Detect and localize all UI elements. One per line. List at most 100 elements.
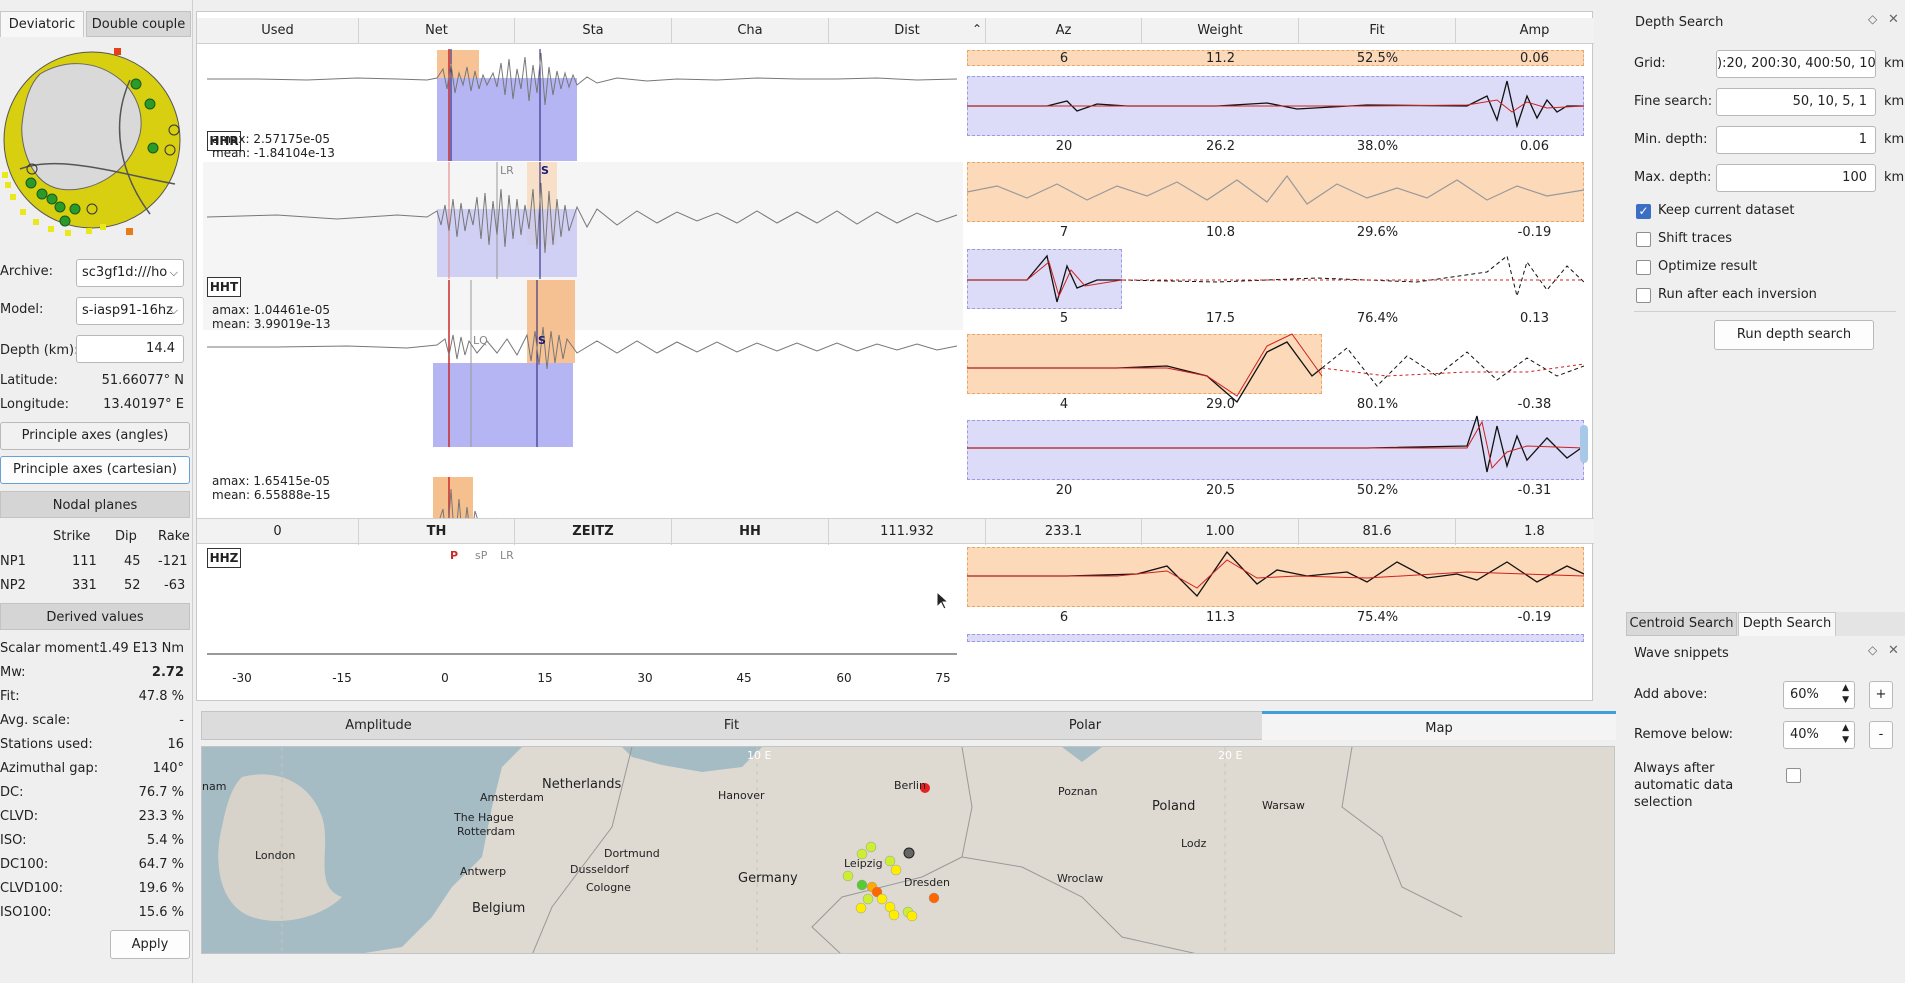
principle-axes-cartesian-button[interactable]: Principle axes (cartesian) [0,456,190,484]
station-weight: 1.00 [1142,519,1299,545]
always-after-checkbox[interactable] [1786,768,1801,783]
map-country: Belgium [472,901,526,916]
add-above-button[interactable]: + [1869,681,1893,709]
fit-window [967,249,1122,309]
map-city: Hanover [718,789,765,802]
dock-tab-bar: Centroid Search Depth Search [1626,612,1905,636]
float-icon[interactable]: ◇ [1868,12,1878,26]
station-fit: 81.6 [1299,519,1456,545]
map-country: Netherlands [542,777,622,792]
col-dist[interactable]: Dist [829,18,986,44]
station-sta: ZEITZ [515,519,672,545]
station-net: TH [359,519,515,545]
derived-value: 2.72 [151,665,184,680]
mean-label: mean: -1.84104e-13 [212,146,335,160]
wave-snippets-title: Wave snippets [1634,646,1729,661]
traces-panel: Used Net Sta Cha Dist ⌃ Az Weight Fit Am… [196,11,1594,701]
run-after-inversion-checkbox[interactable] [1636,288,1651,303]
col-used[interactable]: Used [197,18,359,44]
tab-map[interactable]: Map [1262,711,1616,740]
add-above-value: 60% [1790,687,1819,702]
stat-weight: 11.2 [1206,51,1235,66]
np2-strike: 331 [72,578,97,593]
tab-fit[interactable]: Fit [723,718,740,733]
derived-key: Mw: [0,665,26,680]
col-amp[interactable]: Amp [1519,23,1550,38]
grid-input[interactable]: ):20, 200:30, 400:50, 100 [1716,50,1876,78]
depth-input[interactable]: 14.4 [76,335,184,363]
map-country: Germany [738,871,798,886]
archive-value: sc3gf1d:///ho [82,265,168,280]
max-depth-input[interactable]: 100 [1716,164,1876,192]
apply-button[interactable]: Apply [110,930,190,959]
remove-below-value: 40% [1790,727,1819,742]
stat-amp: 0.06 [1520,51,1549,66]
time-axis [207,653,957,655]
spin-arrows-icon[interactable]: ▲ ▼ [1842,723,1849,745]
derived-value: 5.4 % [146,833,184,848]
map-country: Poland [1152,799,1196,814]
derived-key: CLVD100: [0,881,63,896]
tab-double-couple[interactable]: Double couple [86,11,191,37]
shift-traces-checkbox[interactable] [1636,232,1651,247]
derived-value: 76.7 % [138,785,184,800]
col-az[interactable]: Az [986,18,1142,44]
col-net[interactable]: Net [359,18,515,44]
derived-value: 1.49 E13 Nm [99,641,184,656]
stat-fit: 50.2% [1356,483,1399,498]
stat-fit: 76.4% [1356,311,1399,326]
latitude-value: 51.66077° N [101,373,184,388]
fine-search-input[interactable]: 50, 10, 5, 1 [1716,88,1876,116]
model-select[interactable]: s-iasp91-16hz ⌵ [76,297,184,325]
stat-az: 20 [1055,483,1073,498]
derived-value: 16 [167,737,184,752]
col-weight[interactable]: Weight [1142,18,1299,44]
remove-below-button[interactable]: - [1869,721,1893,749]
float-icon[interactable]: ◇ [1868,643,1878,657]
axis-tick: 45 [736,671,752,685]
np1-strike: 111 [72,554,97,569]
table-header: Used Net Sta Cha Dist ⌃ Az Weight Fit Am… [197,18,1594,44]
amax-label: amax: 1.04461e-05 [212,303,330,317]
optimize-result-label: Optimize result [1658,259,1758,274]
stat-weight: 10.8 [1206,225,1235,240]
tab-depth-search[interactable]: Depth Search [1738,612,1836,636]
stat-weight: 11.3 [1206,610,1235,625]
close-icon[interactable]: ✕ [1888,643,1899,658]
archive-select[interactable]: sc3gf1d:///ho ⌵ [76,259,184,287]
col-cha[interactable]: Cha [672,18,829,44]
min-depth-input[interactable]: 1 [1716,126,1876,154]
tab-deviatoric[interactable]: Deviatoric [0,11,84,37]
stat-amp: 0.13 [1520,311,1549,326]
close-icon[interactable]: ✕ [1888,12,1899,27]
keep-dataset-checkbox[interactable]: ✓ [1636,204,1651,219]
chevron-down-icon: ⌵ [169,266,178,279]
tab-polar[interactable]: Polar [1068,718,1102,733]
optimize-result-checkbox[interactable] [1636,260,1651,275]
stat-az: 7 [1059,225,1069,240]
stat-weight: 29.0 [1206,397,1235,412]
tab-amplitude[interactable]: Amplitude [345,718,412,733]
derived-value: 140° [152,761,184,776]
derived-value: 23.3 % [138,809,184,824]
derived-key: Avg. scale: [0,713,71,728]
spin-arrows-icon[interactable]: ▲ ▼ [1842,683,1849,705]
col-sta[interactable]: Sta [515,18,672,44]
run-depth-search-button[interactable]: Run depth search [1714,320,1874,350]
remove-below-spinbox[interactable]: 40% ▲ ▼ [1783,721,1855,749]
col-fit[interactable]: Fit [1299,18,1456,44]
derived-values-header[interactable]: Derived values [0,603,190,630]
map-city: Poznan [1058,785,1098,798]
map-grid-label: 10 E [747,749,772,762]
nodal-planes-header[interactable]: Nodal planes [0,491,190,518]
channel-label: HHR [207,131,241,151]
tab-centroid-search[interactable]: Centroid Search [1626,612,1737,636]
station-row[interactable]: 0 TH ZEITZ HH 111.932 233.1 1.00 81.6 1.… [197,518,1594,545]
add-above-spinbox[interactable]: 60% ▲ ▼ [1783,681,1855,709]
principle-axes-angles-button[interactable]: Principle axes (angles) [0,422,190,450]
map-view[interactable]: 10 E 20 E nam Amsterdam Netherlands Hano… [201,746,1615,954]
scrollbar-handle[interactable] [1580,425,1588,463]
map-city: London [255,849,296,862]
grid-label: Grid: [1634,56,1666,71]
map-city: Wroclaw [1057,872,1104,885]
